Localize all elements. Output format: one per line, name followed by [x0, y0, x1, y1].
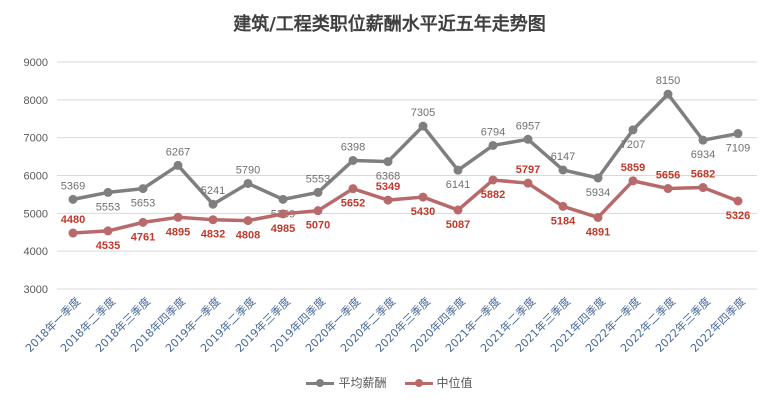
- data-label: 5349: [376, 181, 400, 193]
- data-point: [488, 140, 498, 150]
- data-label: 5087: [446, 219, 470, 231]
- data-point: [208, 215, 218, 225]
- data-point: [313, 187, 323, 197]
- data-label: 4895: [166, 226, 190, 238]
- data-point: [208, 199, 218, 209]
- data-point: [558, 165, 568, 175]
- y-tick-label: 4000: [24, 246, 48, 258]
- data-label: 5653: [131, 198, 155, 210]
- data-label: 4480: [61, 214, 85, 226]
- data-label: 5882: [481, 189, 505, 201]
- data-label: 6794: [481, 126, 505, 138]
- data-point: [558, 201, 568, 211]
- data-label: 5070: [306, 220, 330, 232]
- data-point: [733, 129, 743, 139]
- data-point: [243, 216, 253, 226]
- data-label: 5241: [201, 185, 225, 197]
- series-line-median: [72, 178, 739, 235]
- legend-label-average: 平均薪酬: [338, 376, 387, 390]
- data-point: [698, 183, 708, 193]
- legend-item-median[interactable]: 中位值: [404, 374, 473, 391]
- y-tick-label: 6000: [24, 171, 48, 183]
- data-label: 5934: [586, 187, 610, 199]
- data-label: 7109: [726, 143, 750, 155]
- y-tick-label: 3000: [24, 284, 48, 296]
- data-label: 6957: [516, 120, 540, 132]
- data-label: 4985: [271, 223, 295, 235]
- data-point: [488, 175, 498, 185]
- data-point: [593, 212, 603, 222]
- data-label: 6267: [166, 146, 190, 158]
- data-label: 4808: [236, 230, 260, 242]
- data-label: 6147: [551, 151, 575, 163]
- data-point: [138, 217, 148, 227]
- data-point: [278, 194, 288, 204]
- data-point: [418, 121, 428, 131]
- data-point: [628, 176, 638, 186]
- data-point: [348, 184, 358, 194]
- legend-label-median: 中位值: [436, 376, 473, 390]
- data-point: [733, 196, 743, 206]
- y-tick-label: 5000: [24, 208, 48, 220]
- data-label: 7305: [411, 107, 435, 119]
- data-label: 5430: [411, 206, 435, 218]
- legend-item-average[interactable]: 平均薪酬: [306, 374, 387, 391]
- series-line-average: [72, 92, 739, 206]
- data-point: [103, 187, 113, 197]
- data-point: [173, 160, 183, 170]
- data-label: 6141: [446, 179, 470, 191]
- data-label: 6934: [691, 149, 715, 161]
- y-tick-label: 8000: [24, 95, 48, 107]
- data-label: 7207: [621, 139, 645, 151]
- data-label: 5369: [61, 180, 85, 192]
- data-point: [313, 206, 323, 216]
- data-point: [138, 184, 148, 194]
- data-point: [103, 226, 113, 236]
- data-point: [523, 134, 533, 144]
- data-label: 6398: [341, 141, 365, 153]
- data-label: 4535: [96, 240, 120, 252]
- data-point: [68, 228, 78, 238]
- data-label: 5184: [551, 215, 576, 227]
- data-label: 8150: [656, 75, 680, 87]
- data-point: [663, 89, 673, 99]
- y-tick-label: 9000: [24, 57, 48, 69]
- data-point: [593, 173, 603, 183]
- data-point: [383, 157, 393, 167]
- data-label: 5553: [96, 201, 120, 213]
- data-point: [453, 205, 463, 215]
- legend: 平均薪酬 中位值: [0, 374, 779, 391]
- data-label: 6368: [376, 171, 400, 183]
- data-point: [698, 135, 708, 145]
- data-label: 4832: [201, 229, 225, 241]
- data-label: 5859: [621, 162, 645, 174]
- chart-title: 建筑/工程类职位薪酬水平近五年走势图: [233, 14, 546, 35]
- data-label: 5656: [656, 170, 680, 182]
- legend-marker-average: [306, 378, 335, 388]
- data-point: [383, 195, 393, 205]
- data-label: 5682: [691, 169, 715, 181]
- data-point: [663, 184, 673, 194]
- data-label: 5652: [341, 198, 365, 210]
- data-label: 4891: [586, 226, 610, 238]
- data-point: [68, 194, 78, 204]
- data-label: 5326: [726, 210, 750, 222]
- data-point: [418, 192, 428, 202]
- data-point: [173, 212, 183, 222]
- legend-marker-median: [404, 378, 433, 388]
- data-point: [348, 155, 358, 165]
- data-point: [453, 165, 463, 175]
- data-point: [523, 178, 533, 188]
- data-point: [628, 125, 638, 135]
- data-label: 4761: [131, 231, 155, 243]
- y-tick-label: 7000: [24, 133, 48, 145]
- data-label: 5553: [306, 173, 330, 185]
- data-label: 5790: [236, 164, 260, 176]
- data-point: [278, 209, 288, 219]
- data-label: 5797: [516, 164, 540, 176]
- data-point: [243, 178, 253, 188]
